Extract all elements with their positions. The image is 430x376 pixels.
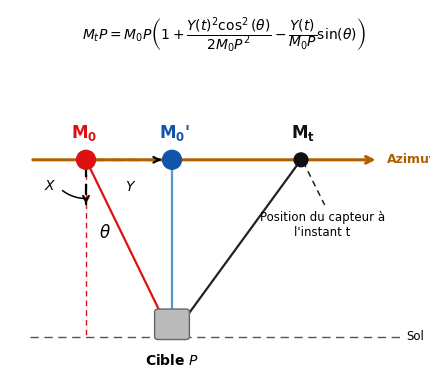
Text: $X$: $X$	[43, 179, 56, 193]
Text: $\mathbf{M_t}$: $\mathbf{M_t}$	[291, 123, 315, 143]
Text: $Y$: $Y$	[126, 180, 137, 194]
Text: Sol: Sol	[406, 330, 424, 343]
Text: $\mathbf{M_0}$: $\mathbf{M_0}$	[71, 123, 97, 143]
Text: $M_tP = M_0P\left(1 + \dfrac{Y(t)^2\cos^2(\theta)}{2M_0P^2} - \dfrac{Y(t)}{M_0P}: $M_tP = M_0P\left(1 + \dfrac{Y(t)^2\cos^…	[82, 15, 365, 55]
Ellipse shape	[294, 153, 308, 167]
Text: Position du capteur à
l'instant t: Position du capteur à l'instant t	[260, 211, 385, 238]
Ellipse shape	[163, 150, 181, 169]
Text: $\theta$: $\theta$	[99, 224, 111, 242]
FancyBboxPatch shape	[155, 309, 190, 340]
Ellipse shape	[77, 150, 95, 169]
Text: Cible $P$: Cible $P$	[145, 353, 199, 368]
Text: Azimut: Azimut	[387, 153, 430, 166]
Text: $\mathbf{M_0}$': $\mathbf{M_0}$'	[159, 123, 190, 143]
